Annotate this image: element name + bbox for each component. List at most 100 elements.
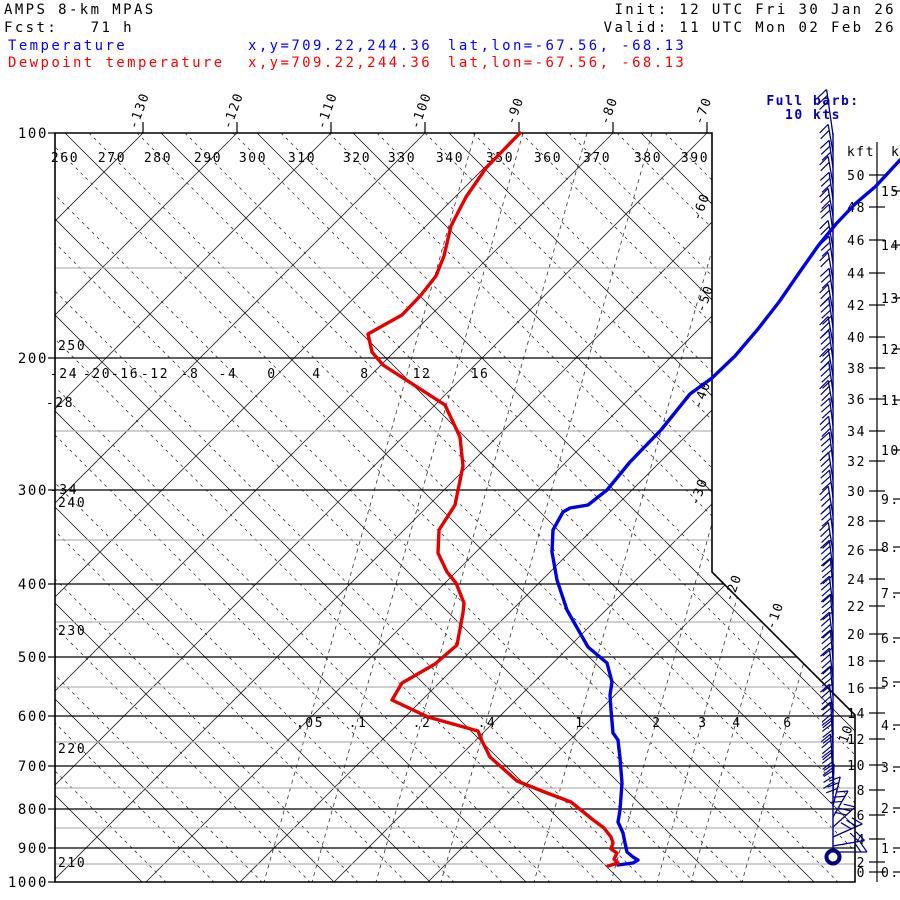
svg-text:1: 1 [575, 716, 584, 731]
svg-text:.1: .1 [349, 716, 368, 731]
svg-text:-30: -30 [688, 476, 712, 508]
legend-temperature-latlon: lat,lon=-67.56, -68.13 [448, 38, 687, 54]
svg-text:24: 24 [847, 573, 866, 588]
svg-text:390: 390 [681, 151, 709, 166]
svg-text:0: 0 [857, 866, 866, 881]
svg-text:340: 340 [436, 151, 464, 166]
mixing-ratio-lines [263, 133, 855, 882]
svg-text:11.: 11. [881, 394, 900, 409]
svg-text:700: 700 [18, 759, 48, 775]
svg-text:600: 600 [18, 709, 48, 725]
model-title: AMPS 8-km MPAS [4, 2, 156, 18]
legend-dewpoint-label: Dewpoint temperature [8, 55, 225, 71]
svg-text:.2: .2 [413, 716, 432, 731]
svg-text:-90: -90 [504, 95, 528, 127]
svg-text:6: 6 [857, 809, 866, 824]
legend-temperature-label: Temperature [8, 38, 128, 54]
svg-text:330: 330 [388, 151, 416, 166]
svg-text:34: 34 [847, 425, 866, 440]
svg-text:900: 900 [18, 841, 48, 857]
svg-text:3.: 3. [881, 761, 900, 776]
svg-text:-8: -8 [181, 367, 200, 382]
wind-barbs [817, 89, 868, 853]
svg-text:5.: 5. [881, 676, 900, 691]
svg-text:-110: -110 [314, 91, 341, 132]
svg-text:230: 230 [58, 624, 86, 639]
svg-text:260: 260 [51, 151, 79, 166]
pressure-axis-labels: 100 200 300 400 500 600 700 800 900 1000 [8, 126, 55, 891]
theta-labels: 260 270 280 290 300 310 320 330 340 350 360 370 380 3… [51, 151, 709, 871]
svg-text:8: 8 [360, 367, 369, 382]
svg-text:9.: 9. [881, 493, 900, 508]
svg-text:50: 50 [847, 169, 866, 184]
svg-text:300: 300 [18, 483, 48, 499]
svg-text:4.: 4. [881, 719, 900, 734]
svg-text:-34: -34 [50, 483, 78, 498]
km-axis: km 0. 1. 2. 3. 4. 5. 6. 7. 8. 9. 10. 11. 12. 13. 14. 15. [881, 145, 900, 881]
svg-text:100: 100 [18, 126, 48, 142]
svg-text:13.: 13. [881, 292, 900, 307]
svg-text:10: 10 [836, 722, 857, 745]
svg-text:-130: -130 [126, 91, 153, 132]
svg-text:7.: 7. [881, 587, 900, 602]
svg-text:18: 18 [847, 655, 866, 670]
svg-text:-80: -80 [598, 95, 622, 127]
svg-text:20: 20 [847, 628, 866, 643]
dewpoint-curve [366, 131, 620, 868]
svg-text:-24: -24 [50, 367, 78, 382]
legend-dewpoint-latlon: lat,lon=-67.56, -68.13 [448, 55, 687, 71]
svg-text:-20: -20 [722, 572, 746, 604]
svg-text:-10: -10 [764, 600, 788, 632]
svg-text:4: 4 [312, 367, 321, 382]
temperature-curve [550, 158, 900, 867]
svg-text:270: 270 [98, 151, 126, 166]
svg-text:6.: 6. [881, 632, 900, 647]
thetaw-labels: -24 -20 -16 -12 -8 -4 0 4 8 12 16 -28 -34 [46, 367, 490, 498]
svg-text:14: 14 [847, 707, 866, 722]
svg-text:16: 16 [847, 682, 866, 697]
svg-text:310: 310 [288, 151, 316, 166]
svg-text:12: 12 [413, 367, 432, 382]
svg-text:280: 280 [144, 151, 172, 166]
svg-text:22: 22 [847, 600, 866, 615]
svg-text:8.: 8. [881, 541, 900, 556]
svg-text:400: 400 [18, 577, 48, 593]
svg-text:-120: -120 [220, 91, 247, 132]
svg-text:240: 240 [58, 496, 86, 511]
svg-text:-60: -60 [690, 191, 714, 223]
svg-text:-16: -16 [111, 367, 139, 382]
svg-text:1000: 1000 [8, 875, 48, 891]
svg-text:-20: -20 [83, 367, 111, 382]
svg-text:0.: 0. [881, 866, 900, 881]
pressure-gridlines [55, 267, 855, 865]
legend-temperature-xy: x,y=709.22,244.36 [248, 38, 433, 54]
svg-text:36: 36 [847, 393, 866, 408]
svg-text:12.: 12. [881, 343, 900, 358]
svg-text:46: 46 [847, 234, 866, 249]
svg-text:30: 30 [847, 485, 866, 500]
svg-text:40: 40 [847, 331, 866, 346]
svg-text:-100: -100 [408, 91, 435, 132]
svg-text:210: 210 [58, 856, 86, 871]
svg-text:.05: .05 [296, 716, 324, 731]
svg-text:km: km [891, 145, 900, 160]
svg-text:360: 360 [534, 151, 562, 166]
svg-text:380: 380 [634, 151, 662, 166]
svg-text:44: 44 [847, 267, 866, 282]
svg-text:10.: 10. [881, 444, 900, 459]
svg-text:.4: .4 [478, 716, 497, 731]
svg-text:48: 48 [847, 201, 866, 216]
kft-axis: kft 02 46 8 10 12 14 16 18 20 22 24 26 28 30 32 34 36 38 40… [847, 142, 885, 882]
svg-text:10: 10 [847, 759, 866, 774]
svg-text:32: 32 [847, 455, 866, 470]
svg-text:42: 42 [847, 299, 866, 314]
forecast-hour: Fcst: 71 h [4, 20, 134, 36]
top-temperature-labels: -130 -120 -110 -100 -90 -80 -70 [126, 91, 716, 133]
svg-text:800: 800 [18, 802, 48, 818]
svg-text:0: 0 [267, 367, 276, 382]
svg-text:4: 4 [732, 716, 741, 731]
valid-time: Valid: 11 UTC Mon 02 Feb 26 [603, 20, 896, 36]
svg-text:16: 16 [471, 367, 490, 382]
svg-text:-70: -70 [692, 95, 716, 127]
